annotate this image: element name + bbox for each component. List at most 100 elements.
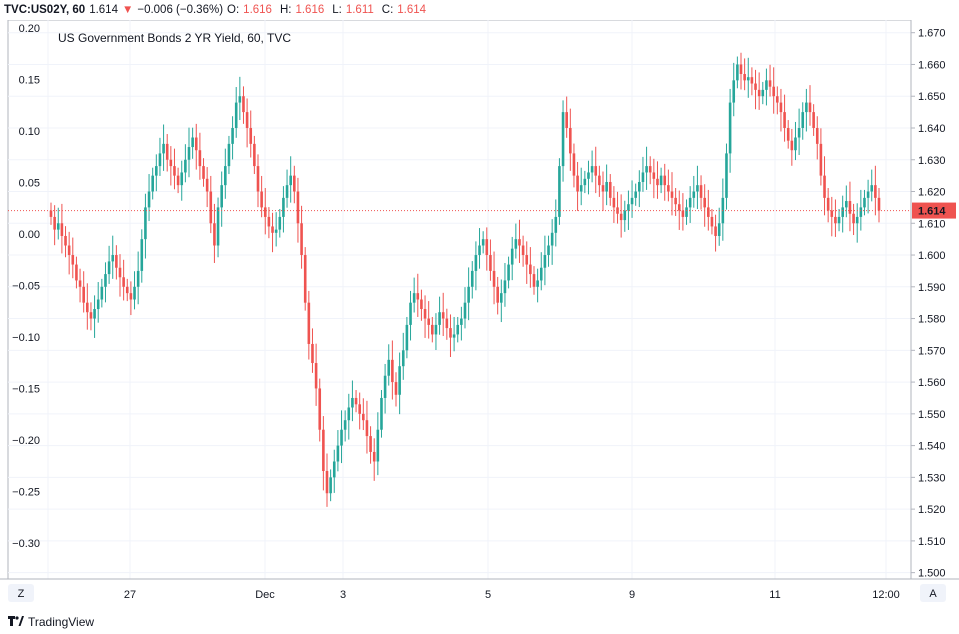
candle-body bbox=[877, 197, 881, 211]
candle-body bbox=[405, 324, 409, 351]
candle-body bbox=[53, 216, 56, 230]
candle-body bbox=[278, 216, 282, 230]
candle-body bbox=[78, 280, 82, 287]
candle-body bbox=[496, 286, 499, 303]
footer: TradingView bbox=[0, 610, 959, 634]
candle-body bbox=[794, 137, 797, 151]
candle-body bbox=[561, 112, 565, 167]
brand-label: TradingView bbox=[28, 615, 95, 629]
left-tick-label: −0.15 bbox=[12, 384, 40, 396]
candle-body bbox=[401, 350, 405, 367]
high-label: H: bbox=[279, 4, 292, 16]
tradingview-logo[interactable]: TradingView bbox=[8, 615, 94, 629]
candle-body bbox=[372, 451, 376, 462]
candle-body bbox=[529, 264, 532, 275]
low-value: 1.611 bbox=[345, 4, 374, 16]
candle-body bbox=[728, 102, 732, 154]
candle-body bbox=[819, 143, 823, 176]
candle-body bbox=[536, 280, 539, 287]
candle-body bbox=[874, 185, 877, 198]
candle-body bbox=[412, 293, 416, 303]
left-axis[interactable]: 0.20 0.15 0.10 0.05 0.00 −0.05 −0.10 −0.15 −0.20… bbox=[12, 20, 49, 579]
candle-body bbox=[271, 226, 274, 233]
right-tick-label: 1.560 bbox=[918, 377, 946, 389]
candle-body bbox=[133, 286, 136, 300]
candle-body bbox=[623, 210, 627, 221]
candle-body bbox=[688, 197, 692, 208]
candle-body bbox=[554, 216, 558, 233]
candles bbox=[49, 52, 881, 507]
candle-body bbox=[253, 143, 256, 167]
candle-body bbox=[630, 197, 634, 205]
candle-body bbox=[300, 223, 303, 256]
candle-body bbox=[841, 207, 844, 217]
candle-body bbox=[601, 185, 605, 192]
candle-body bbox=[550, 232, 554, 246]
candle-body bbox=[125, 286, 129, 294]
candle-body bbox=[354, 397, 358, 405]
candle-body bbox=[100, 286, 104, 300]
candle-body bbox=[209, 191, 213, 224]
candle-body bbox=[627, 204, 630, 211]
candle-body bbox=[757, 89, 761, 97]
candle-body bbox=[216, 207, 220, 246]
candle-body bbox=[322, 429, 325, 472]
right-tick-label: 1.650 bbox=[918, 91, 946, 103]
candle-body bbox=[845, 201, 848, 208]
candlestick-chart[interactable]: 0.20 0.15 0.10 0.05 0.00 −0.05 −0.10 −0.15 −0.20… bbox=[0, 20, 959, 610]
time-axis[interactable]: 27 Dec 3 5 9 11 12:00 bbox=[0, 578, 959, 601]
candle-body bbox=[776, 96, 779, 103]
candle-body bbox=[659, 175, 663, 186]
candle-body bbox=[104, 274, 107, 287]
candle-body bbox=[67, 245, 71, 256]
candle-body bbox=[220, 185, 223, 208]
auto-scale-button[interactable] bbox=[920, 584, 946, 602]
candle-body bbox=[56, 223, 60, 230]
candle-body bbox=[423, 309, 427, 319]
candle-body bbox=[184, 159, 187, 173]
candle-body bbox=[445, 318, 449, 329]
candle-body bbox=[612, 197, 616, 208]
candle-body bbox=[489, 255, 492, 271]
price-change: −0.006 (−0.36%) bbox=[137, 4, 224, 16]
symbol-label[interactable]: TVC:US02Y, 60 bbox=[4, 4, 86, 16]
chart-title: US Government Bonds 2 YR Yield, 60, TVC bbox=[58, 31, 291, 45]
candle-body bbox=[579, 185, 583, 192]
candle-body bbox=[739, 64, 743, 74]
candle-body bbox=[71, 255, 75, 265]
right-tick-label: 1.600 bbox=[918, 250, 946, 262]
right-tick-label: 1.610 bbox=[918, 218, 946, 230]
candle-body bbox=[162, 143, 165, 154]
candle-body bbox=[521, 245, 525, 256]
candle-body bbox=[598, 175, 601, 186]
candle-body bbox=[547, 245, 550, 256]
candle-body bbox=[365, 420, 369, 437]
candle-body bbox=[93, 309, 96, 319]
candle-body bbox=[859, 207, 863, 217]
candle-body bbox=[234, 102, 238, 128]
candle-body bbox=[140, 239, 144, 271]
candle-body bbox=[663, 175, 667, 186]
right-tick-label: 1.620 bbox=[918, 187, 946, 199]
candle-body bbox=[165, 143, 169, 160]
tradingview-icon bbox=[8, 616, 24, 626]
candle-body bbox=[343, 420, 347, 430]
candle-body bbox=[543, 255, 547, 268]
right-tick-label: 1.580 bbox=[918, 314, 946, 326]
zoom-button[interactable] bbox=[8, 584, 34, 602]
right-axis[interactable]: 1.670 1.660 1.650 1.640 1.630 1.620 1.610 1.600… bbox=[910, 20, 946, 580]
candle-body bbox=[834, 216, 837, 224]
candle-body bbox=[391, 359, 394, 383]
candle-body bbox=[427, 318, 430, 325]
right-tick-label: 1.540 bbox=[918, 441, 946, 453]
candle-body bbox=[249, 127, 253, 144]
left-tick-label: 0.15 bbox=[19, 75, 40, 87]
last-price-line: 1.614 bbox=[8, 202, 956, 219]
right-tick-label: 1.640 bbox=[918, 123, 946, 135]
candle-body bbox=[594, 166, 598, 176]
low-label: L: bbox=[332, 4, 342, 16]
candle-body bbox=[786, 127, 790, 141]
candle-body bbox=[808, 102, 812, 113]
right-tick-label: 1.530 bbox=[918, 472, 946, 484]
left-tick-label: −0.25 bbox=[12, 487, 40, 499]
